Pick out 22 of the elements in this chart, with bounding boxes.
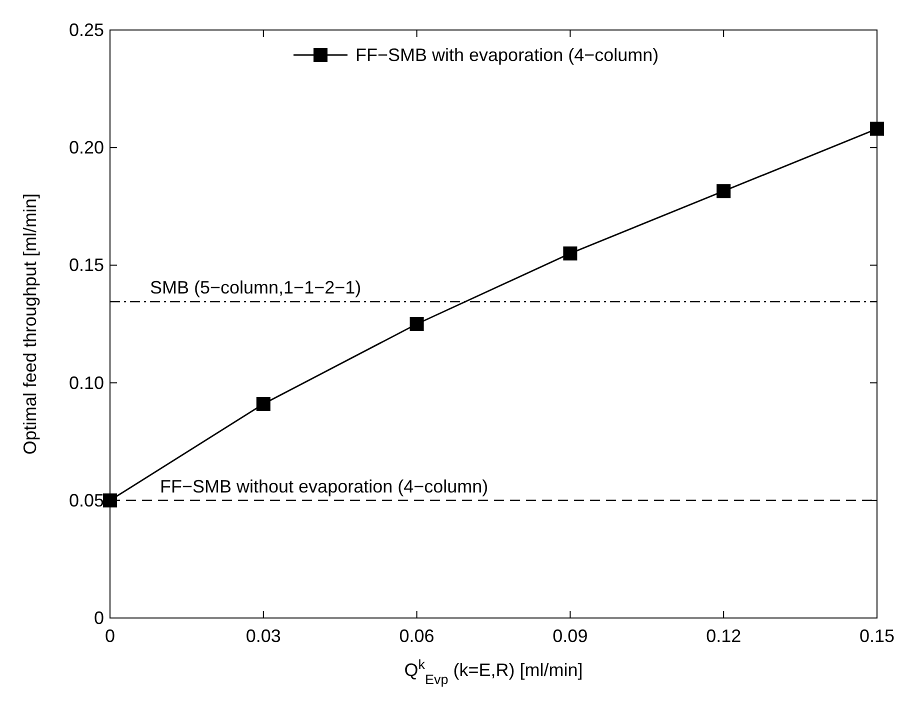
point xyxy=(563,246,578,260)
point xyxy=(716,184,731,198)
x-tick-label: 0.15 xyxy=(859,626,895,646)
x-tick-label: 0.03 xyxy=(246,626,281,646)
ref-line-label: FF−SMB without evaporation (4−column) xyxy=(160,476,488,496)
y-tick-label: 0 xyxy=(94,608,104,628)
x-axis-title: Q$^{k}$$_{Evp}$ (k=E,R) [ml/min] xyxy=(404,656,583,686)
ref-line-label: SMB (5−column,1−1−2−1) xyxy=(150,278,362,298)
point xyxy=(103,493,117,508)
legend-label: FF−SMB with evaporation (4−column) xyxy=(356,45,659,65)
y-tick-label: 0.05 xyxy=(68,490,104,510)
y-tick-label: 0.20 xyxy=(68,138,104,158)
point xyxy=(256,396,270,411)
point xyxy=(870,122,884,136)
y-tick-label: 0.10 xyxy=(68,372,104,393)
x-tick-label: 0.12 xyxy=(706,626,742,646)
y-tick-label: 0.15 xyxy=(68,255,104,276)
y-axis-title: Optimal feed throughput [ml/min] xyxy=(20,193,40,455)
x-tick-label: 0.09 xyxy=(552,626,588,646)
x-tick-label: 0.06 xyxy=(399,626,434,646)
point xyxy=(410,317,424,331)
y-tick-label: 0.25 xyxy=(68,20,104,40)
